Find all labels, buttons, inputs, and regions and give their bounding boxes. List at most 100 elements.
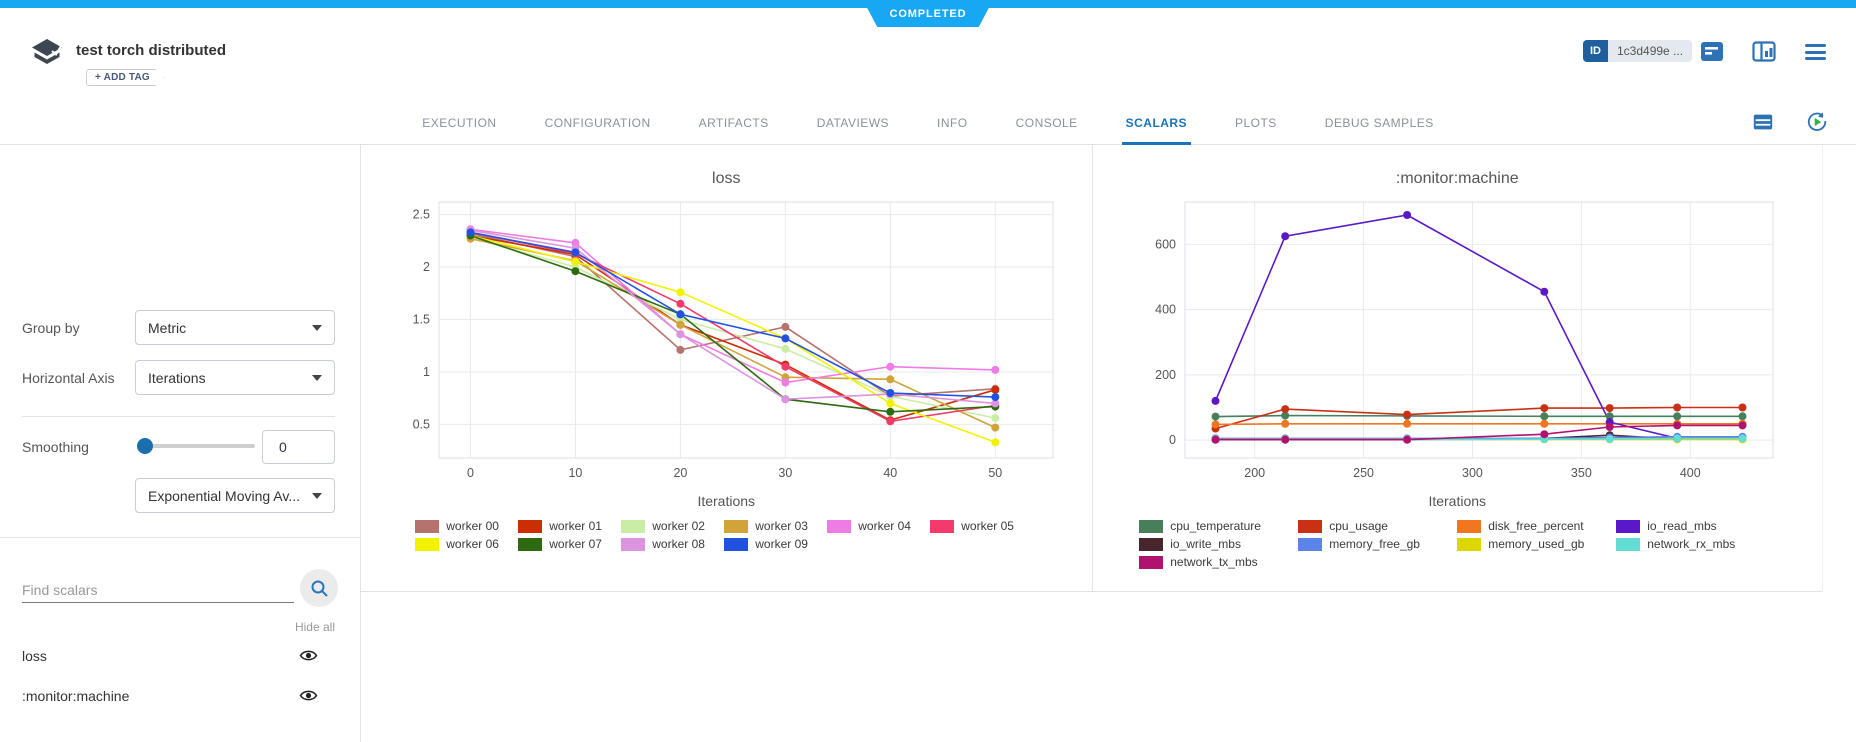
find-scalars-input[interactable] (22, 577, 294, 603)
legend-label: worker 01 (549, 519, 602, 533)
legend-label: worker 06 (446, 537, 499, 551)
charts-section: loss 0 10 20 30 40 50 0.5 1 1.5 2 2.5 Iterations w… (361, 145, 1823, 592)
legend-swatch (1457, 519, 1482, 533)
chart-svg[interactable]: 200 250 300 350 400 0 200 400 600 (1113, 190, 1803, 490)
horizontal-axis-dropdown[interactable]: Iterations (135, 360, 335, 395)
legend-swatch (415, 519, 440, 533)
auto-refresh-icon[interactable] (1806, 111, 1828, 133)
experiment-id-badge[interactable]: ID 1c3d499e ... (1583, 40, 1693, 62)
legend-item[interactable]: worker 07 (518, 535, 621, 553)
legend-item[interactable]: network_rx_mbs (1616, 535, 1775, 553)
hide-all-link[interactable]: Hide all (294, 620, 335, 634)
tab-console[interactable]: CONSOLE (1015, 115, 1078, 130)
eye-icon[interactable] (299, 688, 318, 703)
legend-swatch (518, 519, 543, 533)
svg-text:250: 250 (1353, 466, 1374, 480)
legend-swatch (1139, 555, 1164, 569)
x-axis-label: Iterations (1428, 493, 1487, 509)
split-view-chart-icon[interactable] (1752, 39, 1776, 63)
tab-plots[interactable]: PLOTS (1235, 115, 1277, 130)
svg-text:50: 50 (988, 466, 1002, 480)
svg-text:400: 400 (1679, 466, 1700, 480)
status-badge: COMPLETED (863, 0, 993, 27)
chart-legend: worker 00 worker 01 worker 02 worker 03 work… (415, 517, 1037, 553)
table-view-icon[interactable] (1752, 111, 1774, 133)
legend-label: io_read_mbs (1647, 519, 1717, 533)
scalar-list-item-monitor-machine: :monitor:machine (0, 678, 361, 716)
chart-title: loss (712, 170, 741, 187)
legend-item[interactable]: worker 06 (415, 535, 518, 553)
legend-item[interactable]: io_read_mbs (1616, 517, 1775, 535)
tab-execution[interactable]: EXECUTION (422, 115, 497, 130)
id-value: 1c3d499e ... (1608, 40, 1693, 62)
legend-swatch (415, 537, 440, 551)
legend-item[interactable]: worker 00 (415, 517, 518, 535)
legend-swatch (1457, 537, 1482, 551)
scalars-sidebar: Group by Metric Horizontal Axis Iteratio… (0, 145, 361, 742)
legend-item[interactable]: worker 04 (827, 517, 930, 535)
legend-item[interactable]: worker 09 (724, 535, 827, 553)
smoothing-value-input[interactable]: 0 (262, 430, 335, 464)
search-button[interactable] (300, 569, 338, 607)
svg-text:1: 1 (423, 365, 430, 379)
chart-plot-area[interactable]: 200 250 300 350 400 0 200 400 600 (1093, 190, 1823, 495)
legend-label: memory_used_gb (1488, 537, 1585, 551)
legend-item[interactable]: cpu_usage (1298, 517, 1457, 535)
sidebar-divider (22, 416, 335, 417)
legend-swatch (518, 537, 543, 551)
scalar-name: :monitor:machine (22, 688, 130, 704)
group-by-dropdown[interactable]: Metric (135, 310, 335, 345)
tab-scalars[interactable]: SCALARS (1121, 100, 1192, 145)
horizontal-axis-label: Horizontal Axis (22, 370, 115, 386)
chart-loss: loss 0 10 20 30 40 50 0.5 1 1.5 2 2.5 Iterations w… (361, 145, 1092, 592)
tab-info[interactable]: INFO (937, 115, 968, 130)
chart-svg[interactable]: 0 10 20 30 40 50 0.5 1 1.5 2 2.5 (381, 190, 1071, 490)
legend-label: worker 07 (549, 537, 602, 551)
smoothing-type-dropdown[interactable]: Exponential Moving Av... (135, 478, 335, 513)
legend-swatch (930, 519, 955, 533)
legend-item[interactable]: memory_free_gb (1298, 535, 1457, 553)
legend-label: cpu_usage (1329, 519, 1388, 533)
svg-text:300: 300 (1462, 466, 1483, 480)
svg-text:1.5: 1.5 (413, 313, 430, 327)
scalar-name: loss (22, 648, 47, 664)
group-by-label: Group by (22, 320, 80, 336)
legend-swatch (827, 519, 852, 533)
svg-text:20: 20 (673, 466, 687, 480)
add-tag-button[interactable]: + ADD TAG (86, 69, 165, 86)
tab-dataviews[interactable]: DATAVIEWS (816, 115, 890, 130)
chevron-down-icon (312, 374, 322, 381)
smoothing-label: Smoothing (22, 439, 89, 455)
legend-item[interactable]: worker 08 (621, 535, 724, 553)
menu-icon[interactable] (1805, 44, 1826, 64)
legend-label: network_rx_mbs (1647, 537, 1736, 551)
legend-item[interactable]: cpu_temperature (1139, 517, 1298, 535)
legend-item[interactable]: worker 02 (621, 517, 724, 535)
eye-icon[interactable] (299, 648, 318, 663)
details-panel-icon[interactable] (1700, 39, 1724, 63)
legend-item[interactable]: worker 03 (724, 517, 827, 535)
svg-text:200: 200 (1155, 368, 1176, 382)
experiment-header: test torch distributed + ADD TAG ID 1c3d… (0, 8, 1856, 100)
smoothing-slider-knob[interactable] (137, 438, 153, 454)
tab-configuration[interactable]: CONFIGURATION (544, 115, 651, 130)
experiment-icon (32, 39, 62, 64)
legend-item[interactable]: worker 01 (518, 517, 621, 535)
legend-item[interactable]: disk_free_percent (1457, 517, 1616, 535)
tab-artifacts[interactable]: ARTIFACTS (698, 115, 769, 130)
svg-text:30: 30 (778, 466, 792, 480)
legend-swatch (621, 519, 646, 533)
legend-label: worker 05 (961, 519, 1014, 533)
legend-item[interactable]: memory_used_gb (1457, 535, 1616, 553)
svg-text:0.5: 0.5 (413, 417, 430, 431)
chart-plot-area[interactable]: 0 10 20 30 40 50 0.5 1 1.5 2 2.5 (361, 190, 1092, 495)
legend-label: io_write_mbs (1170, 537, 1241, 551)
legend-item[interactable]: io_write_mbs (1139, 535, 1298, 553)
chart-title: :monitor:machine (1395, 170, 1519, 187)
legend-label: cpu_temperature (1170, 519, 1261, 533)
smoothing-slider[interactable] (137, 438, 255, 454)
svg-text:0: 0 (467, 466, 474, 480)
tab-debug-samples[interactable]: DEBUG SAMPLES (1324, 115, 1434, 130)
legend-item[interactable]: worker 05 (930, 517, 1033, 535)
legend-item[interactable]: network_tx_mbs (1139, 553, 1298, 571)
